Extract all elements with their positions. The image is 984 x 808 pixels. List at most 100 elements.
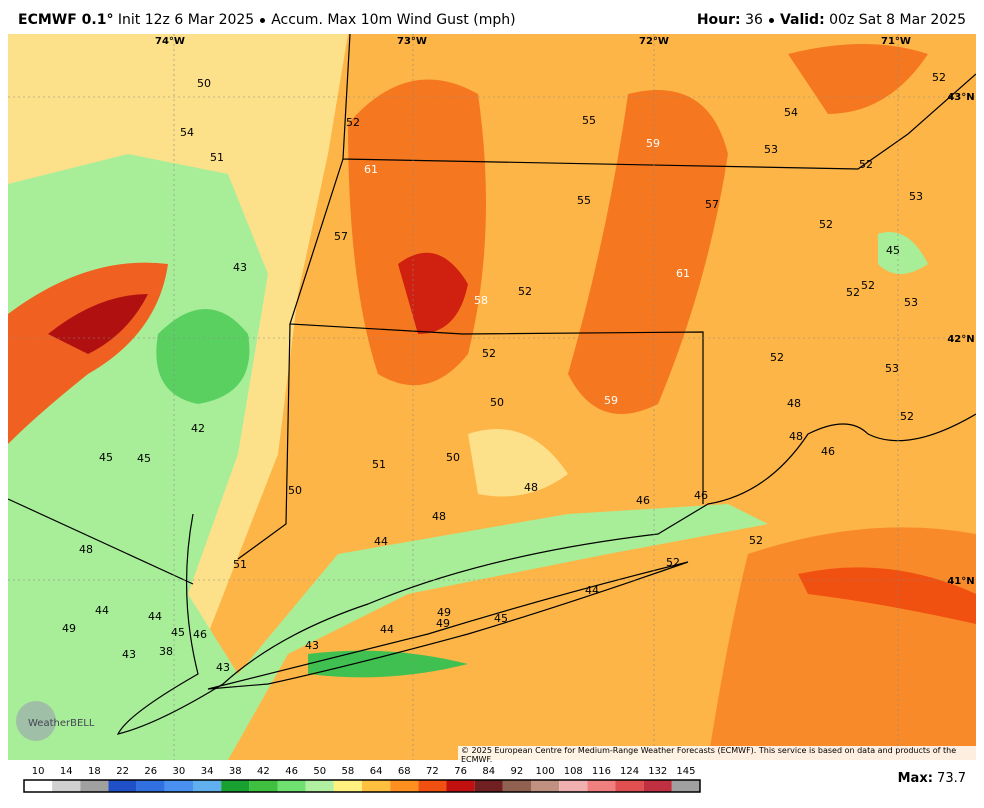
max-label: Max: — [897, 771, 933, 786]
map: WeatherBELL 74°W 73°W 72°W 71°W 43°N 42°N 41°N… — [8, 34, 976, 760]
colorbar-tick-label: 84 — [482, 766, 495, 777]
value-label: 54 — [784, 106, 798, 119]
value-label: 53 — [885, 362, 899, 375]
valid-label: Valid: — [779, 12, 825, 28]
lon-label: 74°W — [155, 36, 185, 47]
value-label: 43 — [305, 639, 319, 652]
separator — [260, 17, 266, 23]
colorbar-cell — [502, 780, 531, 792]
value-label: 46 — [193, 628, 207, 641]
header-left: ECMWF 0.1° Init 12z 6 Mar 2025 Accum. Max… — [18, 12, 516, 28]
lon-label: 71°W — [881, 36, 911, 47]
field: Accum. Max 10m Wind Gust (mph) — [271, 12, 516, 28]
logo: WeatherBELL — [16, 701, 95, 741]
value-label: 51 — [233, 558, 247, 571]
value-label: 52 — [346, 116, 360, 129]
value-label: 43 — [216, 661, 230, 674]
shading — [8, 34, 976, 760]
value-label: 52 — [482, 347, 496, 360]
value-label: 57 — [334, 230, 348, 243]
colorbar-tick-label: 124 — [620, 766, 639, 777]
colorbar-cell — [531, 780, 560, 792]
grid-lines — [8, 34, 976, 760]
value-label: 45 — [137, 452, 151, 465]
colorbar-tick-label: 42 — [257, 766, 270, 777]
hour-label: Hour: — [696, 12, 741, 28]
lat-label: 41°N — [947, 576, 974, 587]
hour: 36 — [745, 12, 763, 28]
value-label: 52 — [666, 556, 680, 569]
value-label: 61 — [676, 267, 690, 280]
value-label: 43 — [122, 648, 136, 661]
value-label: 49 — [436, 617, 450, 630]
value-label: 59 — [646, 137, 660, 150]
colorbar-cell — [615, 780, 644, 792]
value-label: 51 — [372, 458, 386, 471]
lat-label: 43°N — [947, 92, 974, 103]
value-label: 50 — [446, 451, 460, 464]
colorbar-tick-label: 68 — [398, 766, 411, 777]
value-label: 52 — [932, 71, 946, 84]
colorbar-tick-label: 26 — [144, 766, 157, 777]
value-label: 51 — [210, 151, 224, 164]
valid: 00z Sat 8 Mar 2025 — [829, 12, 966, 28]
value-label: 45 — [886, 244, 900, 257]
init: Init 12z 6 Mar 2025 — [117, 12, 255, 28]
colorbar-cell — [305, 780, 334, 792]
colorbar-cell — [80, 780, 109, 792]
value-label: 50 — [197, 77, 211, 90]
value-label: 54 — [180, 126, 194, 139]
colorbar-tick-label: 50 — [313, 766, 326, 777]
colorbar-tick-label: 22 — [116, 766, 129, 777]
colorbar-cell — [671, 780, 700, 792]
colorbar-tick-label: 58 — [342, 766, 355, 777]
value-label: 48 — [79, 543, 93, 556]
value-label: 46 — [694, 489, 708, 502]
value-label: 49 — [62, 622, 76, 635]
value-label: 48 — [787, 397, 801, 410]
value-label: 53 — [904, 296, 918, 309]
colorbar-tick-label: 64 — [370, 766, 383, 777]
colorbar-tick-label: 116 — [592, 766, 611, 777]
copyright: © 2025 European Centre for Medium-Range … — [458, 746, 984, 764]
value-label: 52 — [770, 351, 784, 364]
colorbar-cell — [108, 780, 137, 792]
value-label: 52 — [846, 286, 860, 299]
colorbar-tick-label: 18 — [88, 766, 101, 777]
colorbar-cell — [333, 780, 362, 792]
colorbar-tick-label: 30 — [173, 766, 186, 777]
value-label: 53 — [764, 143, 778, 156]
value-label: 52 — [859, 158, 873, 171]
value-label: 48 — [524, 481, 538, 494]
logo-text: WeatherBELL — [28, 718, 95, 729]
colorbar-tick-label: 72 — [426, 766, 439, 777]
colorbar-tick-label: 145 — [676, 766, 695, 777]
value-label: 59 — [604, 394, 618, 407]
value-label: 55 — [577, 194, 591, 207]
value-label: 46 — [821, 445, 835, 458]
colorbar-tick-label: 100 — [536, 766, 555, 777]
value-label: 45 — [494, 612, 508, 625]
colorbar-cell — [643, 780, 672, 792]
lat-label: 42°N — [947, 334, 974, 345]
value-label: 50 — [490, 396, 504, 409]
colorbar-cell — [362, 780, 391, 792]
max-value: 73.7 — [937, 771, 966, 786]
value-label: 49 — [437, 606, 451, 619]
value-label: 52 — [861, 279, 875, 292]
colorbar-tick-label: 10 — [32, 766, 45, 777]
value-label: 48 — [432, 510, 446, 523]
value-label: 38 — [159, 645, 173, 658]
colorbar-cell — [446, 780, 475, 792]
colorbar-cell — [559, 780, 588, 792]
value-label: 58 — [474, 294, 488, 307]
colorbar-tick-label: 108 — [564, 766, 583, 777]
colorbar-tick-label: 14 — [60, 766, 73, 777]
colorbar-cell — [474, 780, 503, 792]
value-label: 44 — [148, 610, 162, 623]
separator — [768, 17, 774, 23]
model: ECMWF 0.1° — [18, 12, 114, 28]
colorbar-cell — [136, 780, 165, 792]
boundaries — [8, 34, 976, 735]
